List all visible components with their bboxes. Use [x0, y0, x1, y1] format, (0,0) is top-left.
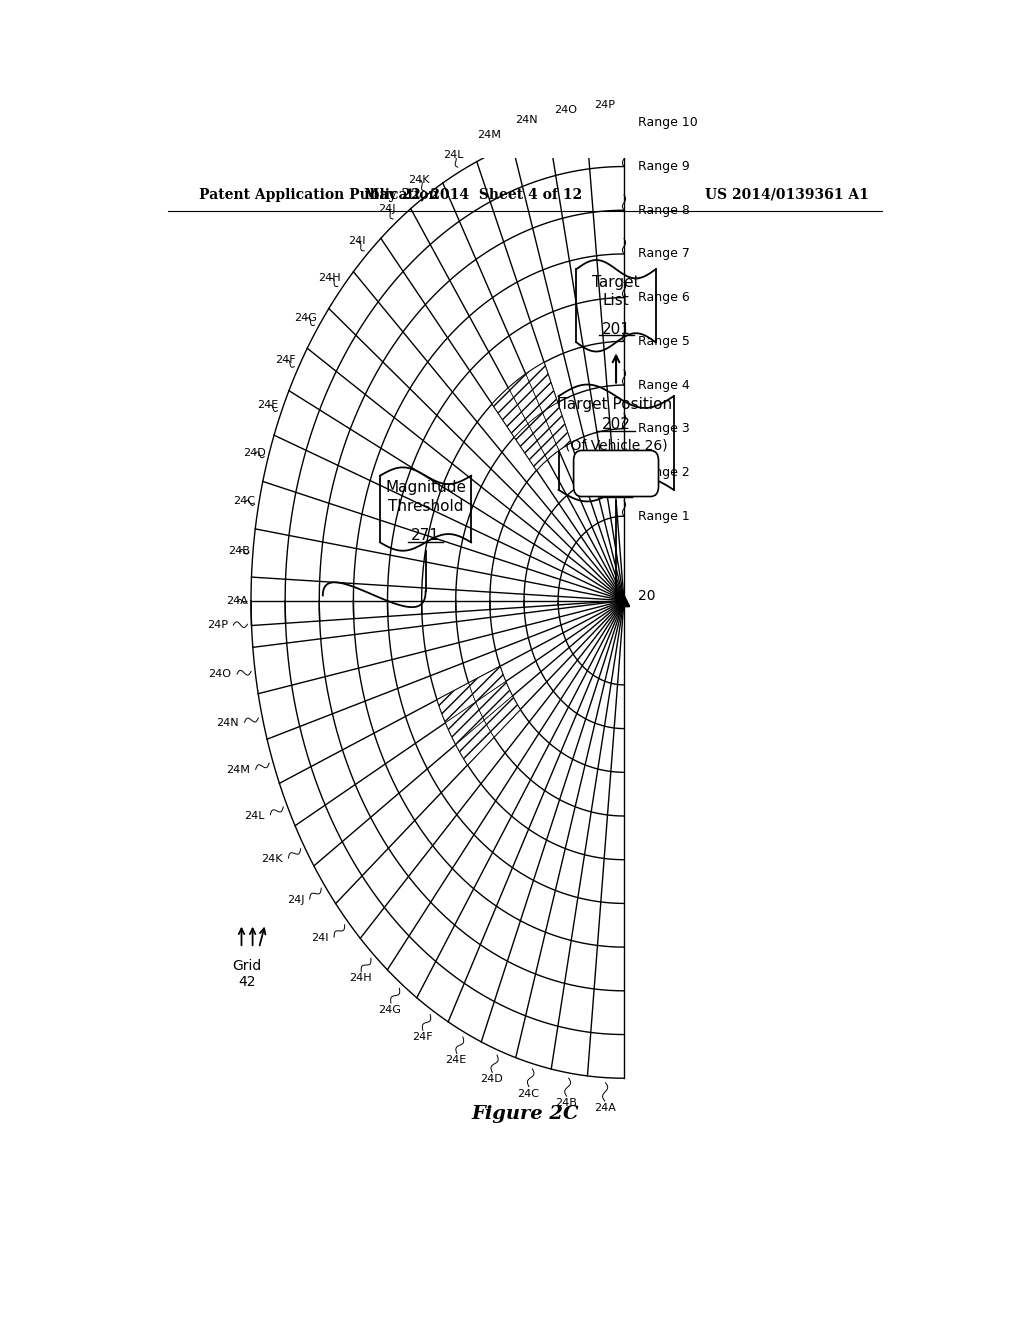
Text: Range 5: Range 5 — [638, 335, 690, 348]
Text: 24B: 24B — [227, 546, 250, 556]
Text: Figure 2C: Figure 2C — [471, 1105, 579, 1123]
Text: 24M: 24M — [226, 766, 250, 775]
Polygon shape — [469, 667, 506, 702]
Polygon shape — [445, 702, 484, 744]
Text: 24N: 24N — [515, 115, 539, 125]
Text: Range 9: Range 9 — [638, 160, 690, 173]
Text: 24I: 24I — [311, 933, 329, 944]
Text: Target Position: Target Position — [560, 397, 672, 412]
Polygon shape — [437, 682, 475, 723]
Text: 202: 202 — [602, 417, 631, 432]
Text: 24G: 24G — [379, 1005, 401, 1015]
Text: 24J: 24J — [287, 895, 304, 906]
Text: 24H: 24H — [349, 973, 372, 983]
Text: 24G: 24G — [295, 313, 317, 322]
Polygon shape — [484, 696, 520, 738]
Polygon shape — [251, 123, 624, 626]
Text: Patent Application Publication: Patent Application Publication — [200, 187, 439, 202]
Text: (Of Vehicle 26): (Of Vehicle 26) — [565, 438, 668, 451]
Text: 271: 271 — [412, 528, 440, 543]
Polygon shape — [508, 374, 543, 424]
Text: 24P: 24P — [594, 100, 614, 110]
Text: Range 1: Range 1 — [638, 510, 690, 523]
Text: Magnitude
Threshold: Magnitude Threshold — [385, 480, 466, 513]
Text: Range 3: Range 3 — [638, 422, 690, 436]
Text: 24O: 24O — [209, 669, 231, 680]
Text: 24H: 24H — [318, 273, 341, 282]
Text: 24D: 24D — [243, 447, 265, 458]
Polygon shape — [475, 681, 512, 721]
Polygon shape — [527, 412, 559, 459]
Text: Range 8: Range 8 — [638, 203, 690, 216]
Text: 24F: 24F — [274, 355, 296, 366]
Text: Coordinates: Coordinates — [577, 465, 656, 478]
Text: 24M: 24M — [477, 131, 502, 140]
Text: 20: 20 — [638, 590, 655, 603]
Text: 201: 201 — [602, 322, 631, 337]
Text: US 2014/0139361 A1: US 2014/0139361 A1 — [705, 187, 868, 202]
Text: 24K: 24K — [409, 174, 430, 185]
Polygon shape — [493, 388, 527, 437]
FancyBboxPatch shape — [573, 450, 658, 496]
Text: Range 6: Range 6 — [638, 292, 690, 304]
Text: 24F: 24F — [412, 1032, 432, 1043]
Text: 24L: 24L — [443, 150, 464, 160]
Text: Range 4: Range 4 — [638, 379, 690, 392]
Text: 24E: 24E — [257, 400, 279, 411]
Polygon shape — [456, 721, 494, 766]
Polygon shape — [543, 403, 571, 450]
Text: May 22, 2014  Sheet 4 of 12: May 22, 2014 Sheet 4 of 12 — [365, 187, 583, 202]
Text: 24B: 24B — [555, 1098, 578, 1109]
Polygon shape — [251, 601, 624, 1078]
Text: 203: 203 — [602, 483, 630, 498]
Text: 24E: 24E — [445, 1056, 467, 1065]
Text: 24N: 24N — [216, 718, 239, 727]
Text: Grid: Grid — [232, 960, 262, 973]
Text: 24A: 24A — [225, 597, 248, 606]
Text: 24P: 24P — [207, 620, 227, 630]
Text: 24J: 24J — [378, 203, 395, 214]
Text: 24L: 24L — [245, 810, 265, 821]
Text: Range 2: Range 2 — [638, 466, 690, 479]
Text: 24C: 24C — [233, 496, 256, 507]
Text: 24C: 24C — [517, 1089, 540, 1098]
Text: 24O: 24O — [554, 106, 577, 115]
Text: Range 10: Range 10 — [638, 116, 698, 129]
Text: 42: 42 — [239, 974, 256, 989]
Text: 24I: 24I — [348, 236, 366, 247]
Text: 24A: 24A — [594, 1104, 615, 1113]
Polygon shape — [514, 424, 547, 470]
Text: Target
List: Target List — [592, 275, 640, 309]
Text: 24K: 24K — [261, 854, 283, 865]
Text: 24D: 24D — [480, 1074, 503, 1084]
Polygon shape — [525, 363, 558, 412]
Text: Range 7: Range 7 — [638, 247, 690, 260]
